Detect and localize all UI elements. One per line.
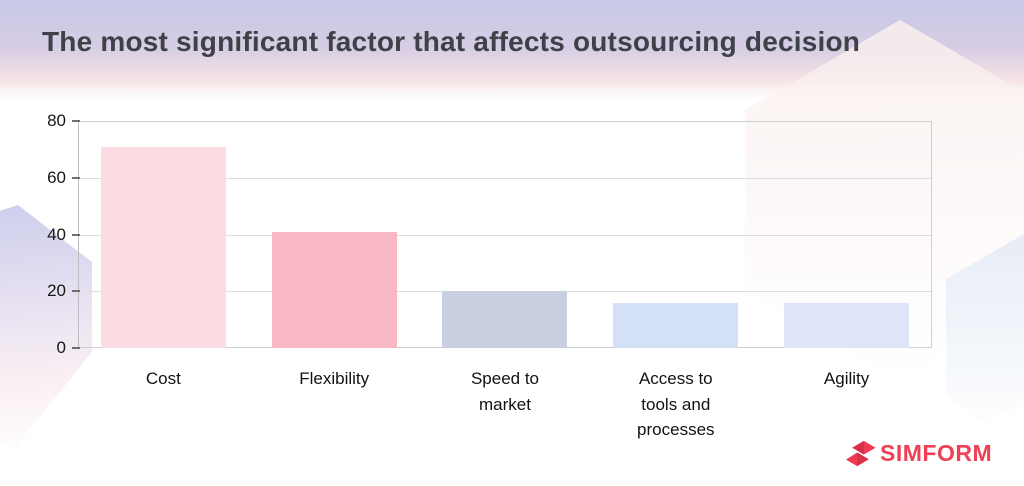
simform-logo-text: SIMFORM [880, 440, 993, 466]
y-tick-label-20: 20 [47, 281, 66, 301]
bar-cost [100, 146, 226, 348]
y-tick-mark-20 [72, 290, 80, 293]
x-label-cost: Cost [145, 369, 181, 388]
y-tick-mark-60 [72, 176, 80, 179]
bar-flexibility [271, 231, 397, 348]
y-axis: 0 20 40 60 80 [28, 111, 80, 357]
x-label-speed-to: Speed to market [470, 369, 540, 414]
gridline-40 [79, 234, 931, 236]
y-tick-label-80: 80 [47, 111, 66, 130]
simform-s-icon [846, 440, 876, 467]
y-tick-label-0: 0 [56, 338, 66, 357]
x-label-agility: Agility [823, 369, 870, 388]
y-tick-mark-0 [72, 347, 80, 349]
bar-slot-flexibility [249, 121, 420, 348]
bar-slot-agility [761, 121, 932, 348]
y-tick-mark-80 [72, 120, 80, 122]
y-tick-mark-40 [72, 233, 80, 236]
bar-slot-cost [78, 121, 249, 348]
x-label-access-to: Access to tools and processes [637, 369, 715, 439]
x-label-flexibility: Flexibility [299, 369, 370, 388]
simform-logo: SIMFORM [846, 438, 992, 469]
bars-layer [78, 121, 932, 348]
y-tick-label-60: 60 [47, 167, 66, 187]
x-axis-labels: Cost Flexibility Speed to market Access to … [78, 366, 932, 443]
bar-slot-access-to [590, 121, 761, 348]
y-tick-label-40: 40 [47, 224, 66, 244]
bar-speed-to [442, 291, 568, 348]
page-title: The most significant factor that affects… [42, 26, 861, 57]
bar-access-to [613, 302, 739, 348]
decor-hexagon-right [946, 234, 1024, 422]
bar-slot-speed-to [420, 121, 591, 348]
gridline-60 [79, 178, 931, 180]
bar-agility [784, 302, 910, 348]
